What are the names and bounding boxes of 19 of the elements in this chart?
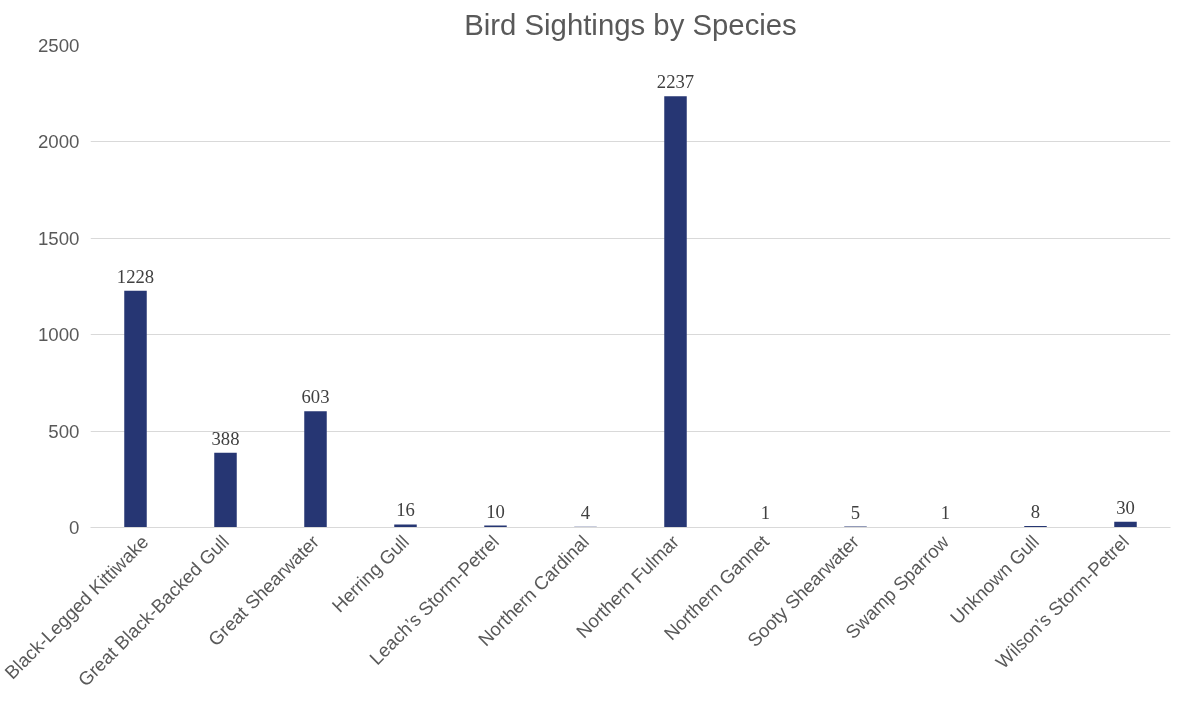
chart-title: Bird Sightings by Species	[464, 7, 797, 41]
y-tick-label: 500	[48, 420, 80, 442]
data-label: 10	[486, 500, 505, 522]
data-label: 8	[1030, 500, 1041, 522]
data-label: 16	[396, 499, 415, 521]
data-label: 388	[211, 427, 240, 449]
y-tick-label: 1000	[38, 324, 80, 346]
data-label: 4	[580, 501, 591, 523]
y-tick-label: 2000	[38, 131, 80, 153]
data-label: 30	[1116, 496, 1135, 518]
data-label: 1	[760, 502, 771, 524]
data-label: 5	[850, 501, 861, 523]
data-label: 603	[301, 386, 330, 408]
y-tick-label: 2500	[38, 35, 80, 56]
y-tick-label: 0	[69, 517, 80, 538]
data-label: 1	[940, 502, 951, 524]
data-label: 2237	[656, 71, 695, 93]
data-label: 1228	[116, 265, 155, 287]
y-tick-label: 1500	[38, 227, 80, 249]
